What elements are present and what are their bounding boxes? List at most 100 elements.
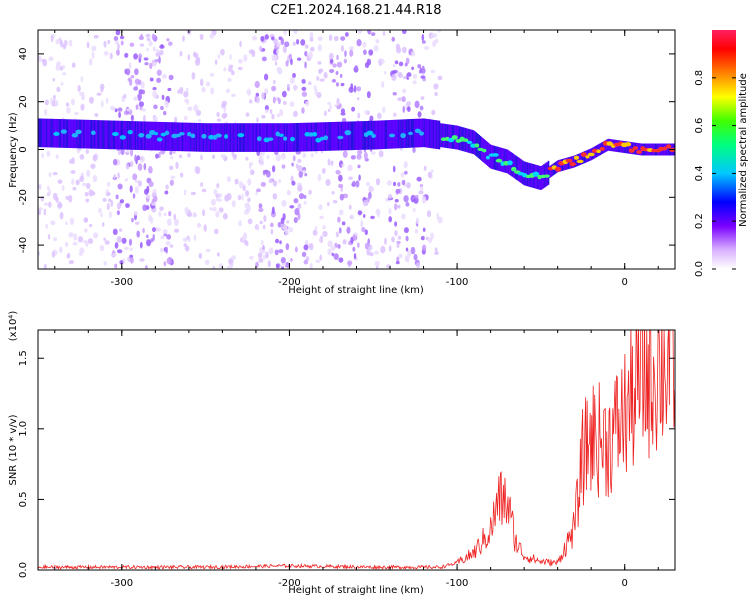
noise-speck	[142, 204, 148, 212]
noise-speck	[369, 115, 374, 122]
noise-speck	[92, 154, 98, 162]
noise-speck	[271, 206, 275, 215]
noise-speck	[329, 105, 333, 110]
ridge-band-slice	[388, 120, 390, 149]
noise-speck	[190, 191, 196, 196]
ridge-band-slice	[309, 122, 312, 152]
ridge-band-slice	[274, 123, 276, 152]
ridge-band-slice	[457, 125, 459, 150]
ridge-hotspot	[267, 137, 274, 142]
noise-speck	[60, 81, 64, 86]
noise-speck	[392, 69, 398, 74]
noise-speck	[146, 234, 149, 239]
ridge-band-slice	[160, 121, 163, 151]
chart-title: C2E1.2024.168.21.44.R18	[270, 3, 441, 18]
noise-speck	[265, 170, 271, 178]
ridge-band-slice	[234, 123, 237, 152]
ridge-band-slice	[569, 156, 571, 169]
noise-speck	[308, 189, 312, 195]
ridge-band-slice	[333, 121, 335, 151]
noise-speck	[112, 158, 118, 166]
ridge-band-slice	[89, 119, 91, 149]
noise-speck	[333, 35, 339, 42]
noise-speck	[401, 213, 406, 220]
noise-speck	[424, 46, 430, 50]
ridge-band-slice	[382, 120, 384, 150]
noise-speck	[79, 175, 85, 183]
ridge-band-slice	[437, 120, 440, 150]
ridge-band-slice	[316, 122, 319, 152]
noise-speck	[244, 239, 247, 245]
noise-speck	[227, 67, 233, 72]
noise-speck	[415, 217, 419, 225]
noise-speck	[231, 93, 236, 97]
noise-speck	[184, 245, 190, 251]
ridge-hotspot	[323, 135, 329, 141]
noise-speck	[102, 197, 107, 202]
ridge-hotspot	[279, 133, 284, 137]
noise-speck	[298, 193, 305, 200]
noise-speck	[195, 166, 201, 175]
noise-speck	[38, 55, 42, 63]
noise-speck	[335, 231, 339, 238]
noise-speck	[437, 216, 443, 224]
noise-speck	[196, 222, 202, 228]
noise-speck	[259, 220, 263, 225]
ridge-hotspot	[491, 153, 499, 157]
noise-speck	[199, 33, 204, 40]
noise-speck	[87, 238, 94, 244]
noise-speck	[392, 63, 396, 68]
ridge-band-slice	[87, 119, 90, 149]
noise-speck	[66, 253, 71, 259]
ridge-band-slice	[557, 160, 559, 173]
noise-speck	[47, 234, 51, 240]
noise-speck	[163, 261, 167, 267]
noise-speck	[238, 220, 242, 227]
noise-speck	[134, 154, 137, 162]
ridge-band-slice	[136, 121, 138, 150]
ridge-band-slice	[438, 120, 441, 150]
noise-speck	[295, 163, 299, 169]
ridge-band-slice	[181, 122, 184, 152]
noise-speck	[342, 239, 347, 245]
noise-speck	[360, 220, 364, 228]
noise-speck	[245, 190, 250, 197]
noise-speck	[392, 91, 397, 96]
ridge-band-slice	[104, 120, 106, 150]
noise-speck	[200, 182, 203, 187]
noise-speck	[114, 242, 119, 249]
noise-speck	[164, 190, 169, 195]
noise-speck	[420, 235, 425, 241]
noise-speck	[337, 244, 341, 249]
noise-speck	[230, 70, 235, 76]
noise-speck	[153, 116, 158, 123]
noise-speck	[280, 152, 286, 160]
ridge-band-slice	[253, 123, 255, 152]
ridge-band-slice	[571, 156, 573, 169]
ridge-band-slice	[620, 140, 623, 153]
ridge-band-slice	[332, 121, 334, 151]
noise-speck	[227, 77, 232, 83]
noise-speck	[159, 49, 164, 56]
ridge-hotspot	[485, 155, 490, 160]
ridge-band-slice	[584, 151, 586, 163]
noise-speck	[68, 232, 74, 238]
noise-speck	[150, 216, 154, 224]
ridge-band-slice	[50, 118, 52, 148]
ridge-hotspot	[319, 136, 325, 141]
ridge-band-slice	[137, 121, 139, 150]
ridge-hotspot	[90, 130, 96, 136]
noise-speck	[159, 44, 165, 49]
ridge-band-slice	[536, 165, 538, 189]
ridge-band-slice	[244, 123, 246, 152]
noise-speck	[96, 92, 102, 96]
noise-speck	[323, 72, 328, 79]
noise-speck	[380, 245, 386, 254]
noise-speck	[187, 236, 191, 242]
ridge-band-slice	[156, 121, 158, 151]
noise-speck	[259, 159, 265, 166]
ridge-hotspot	[511, 166, 517, 172]
ridge-band-slice	[486, 141, 489, 166]
noise-speck	[205, 248, 211, 253]
